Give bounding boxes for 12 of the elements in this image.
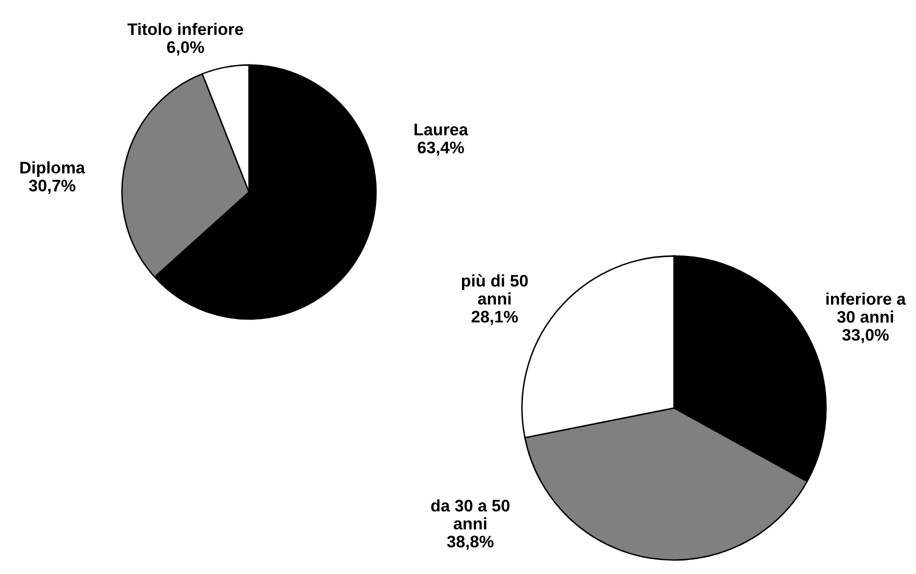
slice-label: Laurea [414, 124, 468, 136]
slice-label: inferiore a 30 anni [826, 292, 906, 323]
data-label: 6,0% [167, 41, 204, 56]
slice-label: da 30 a 50 anni [431, 499, 510, 530]
slice-label: Diploma [20, 161, 86, 177]
data-label: 38,8% [447, 536, 494, 550]
slice-label: Titolo inferiore [128, 22, 244, 36]
data-label: 28,1% [472, 310, 518, 325]
slice-label: più di 50 anni [462, 274, 528, 305]
data-label: 63,4% [418, 142, 464, 156]
data-label: 30,7% [28, 180, 76, 194]
data-label: 33,0% [842, 328, 889, 344]
